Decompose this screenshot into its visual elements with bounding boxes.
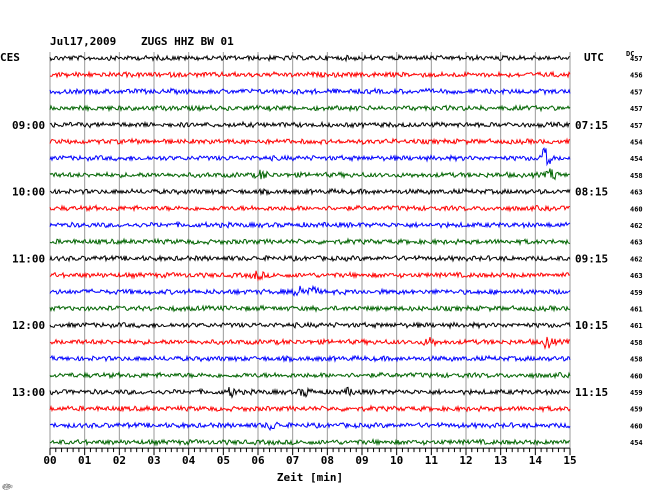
trace-row-11 <box>49 237 571 247</box>
dc-value: 460 <box>630 422 643 430</box>
x-tick-label: 01 <box>78 454 92 467</box>
left-hour-label: 10:00 <box>12 186 45 199</box>
header-station: ZUGS HHZ BW 01 <box>141 35 234 48</box>
dc-value: 459 <box>630 406 643 414</box>
dc-value: 463 <box>630 189 643 197</box>
dc-value: 462 <box>630 255 643 263</box>
row-labels: 457 456 457 457 457 454 454 458 463 460 462 463 462 4… <box>12 55 643 447</box>
trace-row-2 <box>49 87 571 96</box>
x-tick-label: 04 <box>182 454 196 467</box>
right-hour-label: 07:15 <box>575 119 608 132</box>
trace-row-6 <box>49 147 571 167</box>
trace-row-21 <box>49 404 571 414</box>
trace-row-9 <box>49 204 571 213</box>
trace-row-4 <box>49 120 570 130</box>
dc-value: 459 <box>630 289 643 297</box>
trace-row-5 <box>49 137 571 146</box>
footnote-mark: ௵ <box>2 483 13 490</box>
dc-value: 461 <box>630 322 643 330</box>
x-tick-label: 02 <box>113 454 126 467</box>
trace-row-15 <box>49 304 571 313</box>
right-hour-label: 11:15 <box>575 386 608 399</box>
trace-row-0 <box>49 53 571 63</box>
trace-layer <box>49 53 571 447</box>
left-hour-label: 13:00 <box>12 386 45 399</box>
dc-value: 463 <box>630 239 643 247</box>
trace-row-19 <box>49 371 571 380</box>
left-hour-label: 12:00 <box>12 319 45 332</box>
trace-row-16 <box>49 320 571 330</box>
x-tick-label: 06 <box>251 454 265 467</box>
x-tick-label: 14 <box>529 454 543 467</box>
dc-value: 454 <box>630 439 643 447</box>
dc-value: 456 <box>630 72 643 80</box>
dc-value: 458 <box>630 356 643 364</box>
time-axis: 00 01 02 03 04 05 06 07 08 09 10 11 12 13 14 15 <box>43 447 577 467</box>
trace-row-8 <box>49 187 571 197</box>
x-tick-label: 13 <box>494 454 507 467</box>
trace-row-17 <box>49 336 571 351</box>
dc-value: 454 <box>630 139 643 147</box>
x-axis-label: Zeit [min] <box>277 471 343 484</box>
dc-value: 457 <box>630 122 643 130</box>
x-tick-label: 08 <box>321 454 334 467</box>
dc-value: 457 <box>630 55 643 63</box>
dc-header-label: DC <box>626 50 634 58</box>
trace-row-7 <box>49 168 571 181</box>
vertical-grid <box>49 52 571 449</box>
trace-row-12 <box>49 254 571 263</box>
x-tick-label: 15 <box>563 454 576 467</box>
trace-row-22 <box>49 421 571 432</box>
trace-row-14 <box>49 284 571 297</box>
dc-value: 461 <box>630 306 643 314</box>
trace-row-13 <box>49 270 571 282</box>
x-tick-label: 09 <box>355 454 368 467</box>
x-tick-label: 11 <box>425 454 439 467</box>
dc-value: 462 <box>630 222 643 230</box>
trace-row-3 <box>49 103 571 113</box>
x-tick-label: 05 <box>217 454 230 467</box>
trace-row-10 <box>49 220 571 230</box>
dc-value: 458 <box>630 172 643 180</box>
right-hour-label: 08:15 <box>575 186 608 199</box>
dc-value: 459 <box>630 389 643 397</box>
x-tick-label: 03 <box>147 454 160 467</box>
x-tick-label: 10 <box>390 454 403 467</box>
dc-value: 454 <box>630 155 643 163</box>
left-hour-label: 09:00 <box>12 119 45 132</box>
dc-value: 463 <box>630 272 643 280</box>
dc-value: 460 <box>630 372 643 380</box>
right-zone-label: UTC <box>584 51 604 64</box>
left-zone-label: CES <box>0 51 20 64</box>
right-hour-label: 09:15 <box>575 252 608 265</box>
x-tick-label: 12 <box>459 454 472 467</box>
trace-row-20 <box>49 386 571 399</box>
x-tick-label: 07 <box>286 454 299 467</box>
left-hour-label: 11:00 <box>12 252 45 265</box>
right-hour-label: 10:15 <box>575 319 608 332</box>
dc-value: 460 <box>630 205 643 213</box>
trace-row-18 <box>49 354 571 364</box>
trace-row-1 <box>49 70 571 79</box>
x-tick-label: 00 <box>43 454 56 467</box>
header-date: Jul17,2009 <box>50 35 116 48</box>
dc-value: 457 <box>630 105 643 113</box>
dc-value: 458 <box>630 339 643 347</box>
trace-row-23 <box>49 438 570 447</box>
dc-value: 457 <box>630 88 643 96</box>
